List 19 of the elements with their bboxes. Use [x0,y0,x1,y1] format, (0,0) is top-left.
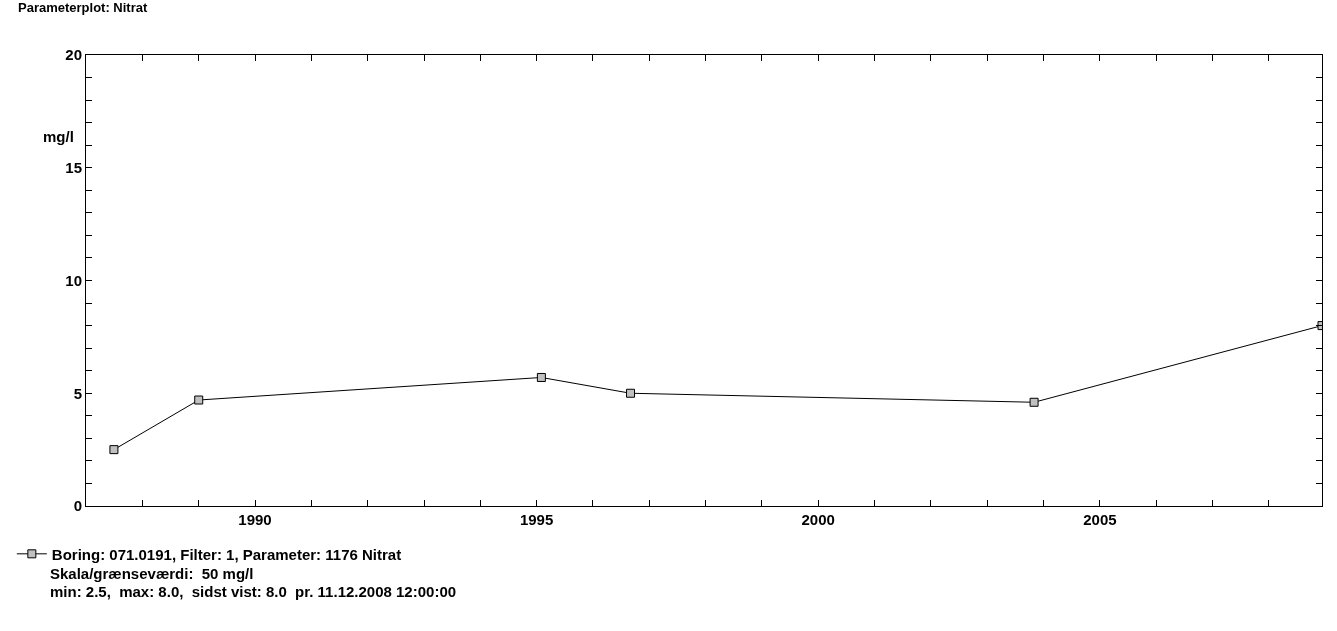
chart-title: Parameterplot: Nitrat [18,0,148,15]
point [109,445,119,455]
x-tick-label: 2000 [801,511,835,528]
point [194,395,204,405]
text: Skala/grænseværdi: 50 mg/l [50,565,254,582]
y-tick-label: 10 [65,271,82,289]
point [626,388,636,398]
y-tick-label: 20 [65,46,82,64]
legend-label: Boring: 071.0191, Filter: 1, Parameter: 1176 Nitrat [51,545,402,563]
y-tick-label: 0 [73,497,82,515]
point [536,372,546,382]
x-tick-label: 2005 [1083,511,1117,528]
y-tick-label: 15 [65,159,82,176]
point [1029,397,1039,407]
x-tick-label: 1990 [238,511,272,528]
x-tick-label: 1995 [519,511,554,528]
y-tick-label: 5 [73,384,82,402]
text: min: 2.5, max: 8.0, sidst vist: 8.0 pr. 11.12.2008 12:00:00 [50,583,457,600]
y-axis-title: mg/l [43,128,74,145]
